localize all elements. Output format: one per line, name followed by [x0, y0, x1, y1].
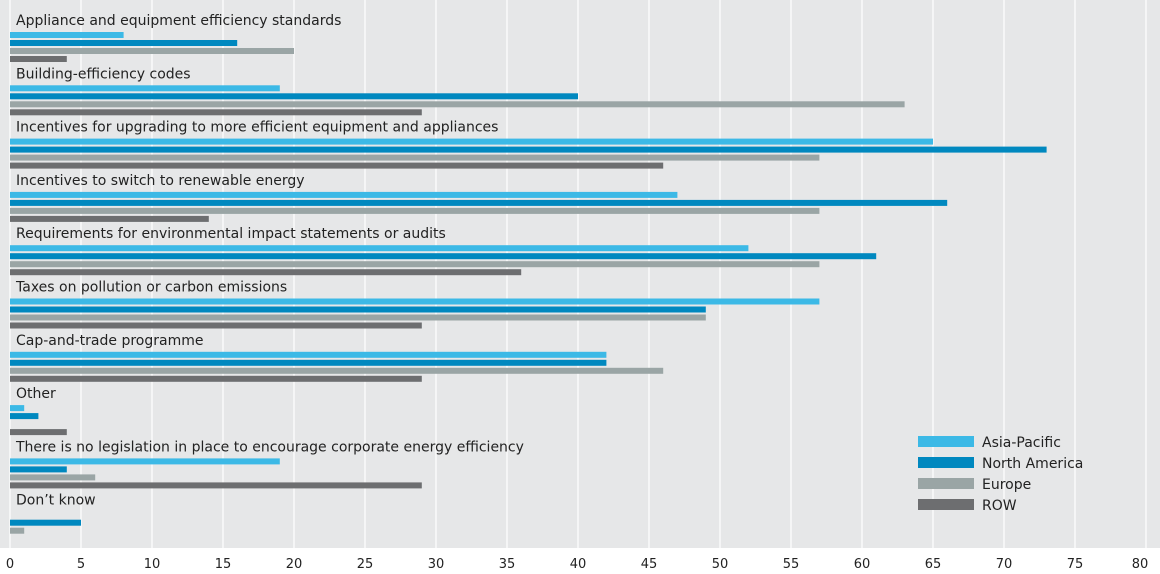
- bar-row: [10, 322, 422, 329]
- gridlines: [9, 0, 1147, 548]
- x-tick-label: 25: [357, 557, 374, 572]
- category-labels: Appliance and equipment efficiency stand…: [15, 13, 524, 509]
- category-label: There is no legislation in place to enco…: [15, 439, 524, 455]
- x-tick-label: 20: [286, 557, 303, 572]
- x-tick-label: 30: [428, 557, 445, 572]
- bar-europe: [10, 207, 820, 214]
- legend: Asia-Pacific North America Europe ROW: [918, 435, 1083, 514]
- x-tick-label: 55: [783, 557, 800, 572]
- legend-swatch: [918, 457, 974, 468]
- bar-asia-pacific: [10, 351, 607, 358]
- bar-north-america: [10, 359, 607, 366]
- bar-row: [10, 482, 422, 489]
- category-label: Other: [16, 386, 56, 402]
- category-label: Incentives to switch to renewable energy: [16, 173, 305, 189]
- x-axis-ticks: 0 5 10 15 20 25 30 35 40 45 50 55 60 65 70 75 80: [6, 557, 1148, 572]
- category-label: Cap-and-trade programme: [16, 333, 203, 349]
- bar-row: [10, 269, 522, 276]
- bar-north-america: [10, 93, 578, 100]
- bar-row: [10, 56, 67, 62]
- bar-north-america: [10, 199, 948, 206]
- x-tick-label: 80: [1132, 557, 1149, 572]
- bar-europe: [10, 474, 96, 481]
- category-label: Appliance and equipment efficiency stand…: [16, 13, 341, 29]
- bar-europe: [10, 367, 664, 374]
- bar-north-america: [10, 146, 1047, 153]
- bar-europe: [10, 154, 820, 161]
- bar-north-america: [10, 40, 238, 46]
- legend-swatch: [918, 436, 974, 447]
- bar-asia-pacific: [10, 298, 820, 305]
- bar-asia-pacific: [10, 405, 25, 412]
- category-label: Taxes on pollution or carbon emissions: [15, 280, 287, 296]
- x-tick-label: 60: [854, 557, 871, 572]
- x-tick-label: 35: [499, 557, 516, 572]
- legend-swatch: [918, 478, 974, 489]
- legend-label: North America: [982, 456, 1083, 472]
- legend-label: Europe: [982, 477, 1031, 493]
- x-tick-label: 15: [215, 557, 232, 572]
- category-label: Incentives for upgrading to more efficie…: [16, 120, 498, 136]
- bar-row: [10, 162, 664, 169]
- legend-swatch: [918, 499, 974, 510]
- bar-row: [10, 375, 422, 382]
- category-label: Requirements for environmental impact st…: [16, 226, 446, 242]
- bar-north-america: [10, 466, 67, 473]
- x-tick-label: 50: [712, 557, 729, 572]
- legend-label: ROW: [982, 498, 1017, 514]
- x-tick-label: 0: [6, 557, 14, 572]
- bar-europe: [10, 261, 820, 268]
- bar-asia-pacific: [10, 85, 280, 92]
- bars: [10, 32, 1047, 534]
- bar-europe: [10, 314, 706, 321]
- bar-asia-pacific: [10, 458, 280, 465]
- x-tick-label: 10: [144, 557, 161, 572]
- bar-asia-pacific: [10, 32, 124, 38]
- category-label: Don’t know: [16, 493, 96, 509]
- bar-europe: [10, 101, 905, 108]
- bar-europe: [10, 527, 25, 534]
- bar-north-america: [10, 519, 81, 526]
- legend-label: Asia-Pacific: [982, 435, 1061, 451]
- x-tick-label: 40: [570, 557, 587, 572]
- bar-north-america: [10, 306, 706, 313]
- bar-asia-pacific: [10, 191, 678, 198]
- x-tick-label: 70: [996, 557, 1013, 572]
- x-tick-label: 5: [77, 557, 85, 572]
- bar-row: [10, 429, 67, 436]
- bar-asia-pacific: [10, 245, 749, 252]
- bar-europe: [10, 48, 294, 54]
- category-label: Building-efficiency codes: [16, 66, 191, 82]
- bar-row: [10, 215, 209, 222]
- x-tick-label: 75: [1067, 557, 1084, 572]
- bar-row: [10, 109, 422, 116]
- bar-north-america: [10, 413, 39, 420]
- x-tick-label: 65: [925, 557, 942, 572]
- bar-asia-pacific: [10, 138, 933, 145]
- x-tick-label: 45: [641, 557, 658, 572]
- bar-north-america: [10, 253, 877, 260]
